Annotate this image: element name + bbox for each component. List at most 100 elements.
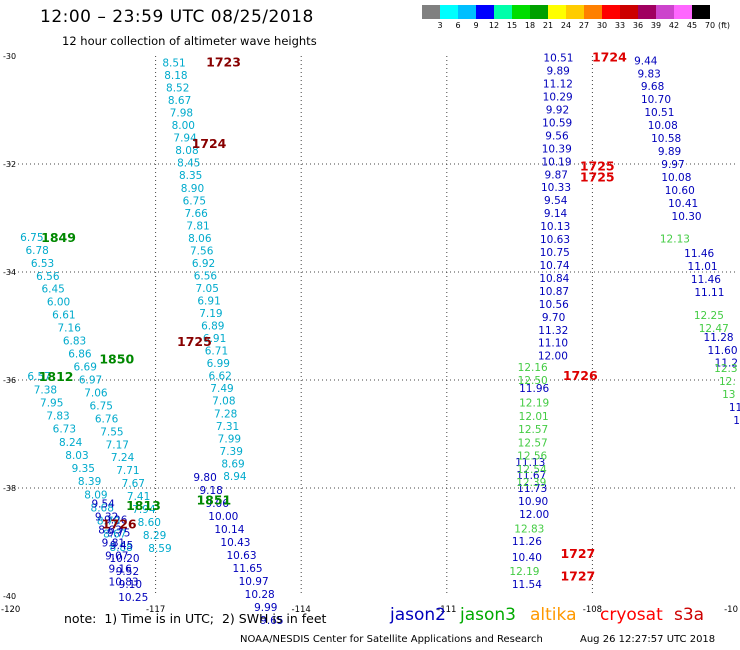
scale-label: 30 — [596, 21, 608, 30]
track-time-label: 1849 — [41, 230, 76, 245]
wave-height-value: 6.92 — [192, 258, 215, 270]
legend-s3a: s3a — [674, 605, 705, 625]
wave-height-value: 11.54 — [512, 579, 542, 591]
wave-height-value: 9.16 — [108, 563, 132, 575]
wave-height-value: 8.29 — [143, 530, 166, 542]
scale-label: 15 — [506, 21, 518, 30]
wave-height-value: 10.28 — [245, 589, 275, 601]
wave-height-value: 8.68 — [91, 502, 114, 514]
wave-height-value: 13 — [722, 389, 735, 401]
wave-height-value: 8.88 — [109, 542, 132, 554]
footer: NOAA/NESDIS Center for Satellite Applica… — [240, 634, 740, 645]
wave-height-value: 9.35 — [72, 463, 95, 475]
wave-height-value: 9.81 — [102, 538, 125, 550]
scale-swatch — [638, 5, 656, 19]
wave-height-value: 9.07 — [105, 551, 128, 563]
units-note: note: 1) Time is in UTC; 2) SWH is in fe… — [64, 611, 327, 626]
scale-label: 18 — [524, 21, 536, 30]
lat-tick-label: -30 — [3, 52, 16, 61]
scale-label: 6 — [455, 21, 461, 30]
wave-height-value: 9.89 — [658, 146, 681, 158]
scale-swatch — [476, 5, 494, 19]
scale-swatch — [422, 5, 440, 19]
wave-height-value: 9.52 — [116, 566, 139, 578]
wave-height-value: 10.74 — [540, 260, 570, 272]
wave-height-value: 11.13 — [515, 457, 545, 469]
scale-label: 39 — [650, 21, 662, 30]
wave-height-value: 9.26 — [104, 514, 128, 526]
wave-height-value: 11.73 — [517, 483, 547, 495]
wave-height-value: 11.67 — [516, 470, 546, 482]
wave-height-value: 9.99 — [254, 602, 277, 614]
wave-height-value: 9.56 — [545, 130, 569, 142]
wave-height-value: 7.94 — [173, 133, 197, 145]
scale-swatch — [566, 5, 584, 19]
wave-height-value: 9.32 — [95, 512, 118, 524]
wave-height-value: 7.55 — [100, 426, 123, 438]
wave-height-value: 6.57 — [27, 371, 50, 383]
scale-label: 9 — [473, 21, 479, 30]
wave-height-value: 7.67 — [122, 478, 145, 490]
wave-height-value: 12.13 — [660, 234, 690, 246]
color-scale-bar — [422, 5, 710, 19]
wave-height-value: 10.33 — [541, 182, 571, 194]
wave-height-value: 10.83 — [109, 576, 139, 588]
lon-tick-label: -10 — [724, 605, 738, 615]
lat-tick-label: -36 — [3, 376, 16, 385]
wave-height-value: 8.45 — [177, 158, 200, 170]
wave-height-value: 7.28 — [214, 408, 237, 420]
wave-height-value: 12.00 — [538, 351, 568, 363]
wave-height-value: 8.59 — [148, 543, 171, 555]
wave-height-value: 10.08 — [648, 120, 678, 132]
wave-height-value: 11.2 — [715, 358, 738, 370]
track-time-label: 1724 — [592, 50, 627, 65]
wave-height-value: 7.81 — [186, 220, 209, 232]
wave-height-value: 10.58 — [651, 133, 681, 145]
wave-height-value: 9.97 — [661, 159, 684, 171]
wave-height-value: 6.83 — [63, 336, 86, 348]
wave-height-value: 10.60 — [665, 185, 695, 197]
wave-height-value: 8.94 — [223, 471, 247, 483]
credit-text: NOAA/NESDIS Center for Satellite Applica… — [240, 634, 543, 645]
track-time-label: 1725 — [580, 159, 615, 174]
wave-height-value: 10.87 — [539, 286, 569, 298]
wave-height-value: 12.19 — [509, 566, 539, 578]
track-time-label: 1726 — [563, 368, 598, 383]
lat-tick-label: -34 — [3, 268, 16, 277]
track-time-label: 1725 — [177, 334, 212, 349]
scale-label: 12 — [488, 21, 500, 30]
wave-height-value: 8.00 — [172, 120, 195, 132]
wave-height-value: 12.19 — [519, 398, 549, 410]
wave-height-value: 9.10 — [119, 579, 142, 591]
wave-height-value: 7.71 — [116, 465, 139, 477]
scale-swatch — [494, 5, 512, 19]
wave-height-value: 9.45 — [110, 540, 133, 552]
wave-height-value: 11.60 — [707, 345, 737, 357]
wave-height-value: 9.68 — [641, 81, 664, 93]
track-time-label: 1850 — [99, 351, 134, 366]
wave-height-value: 10.39 — [542, 143, 572, 155]
wave-height-value: 7.95 — [40, 397, 63, 409]
wave-height-value: 12.00 — [519, 509, 549, 521]
track-time-label: 1812 — [39, 369, 74, 384]
wave-height-value: 10.63 — [540, 234, 570, 246]
wave-height-value: 12.3 — [714, 363, 737, 375]
wave-height-value: 6.45 — [41, 284, 64, 296]
wave-height-value: 8.52 — [166, 83, 189, 95]
track-time-label: 1851 — [196, 492, 231, 507]
wave-height-value: 11.96 — [519, 383, 549, 395]
wave-height-value: 9.06 — [206, 498, 230, 510]
map-title: 12:00 – 23:59 UTC 08/25/2018 — [40, 7, 314, 27]
wave-height-value: 7.98 — [170, 108, 193, 120]
legend-altika: altika — [530, 605, 577, 625]
wave-height-value: 11.46 — [684, 248, 714, 260]
wave-height-value: 7.49 — [210, 383, 233, 395]
wave-height-value: 6.73 — [53, 424, 76, 436]
wave-height-value: 8.70 — [97, 516, 120, 528]
wave-height-value: 7.24 — [111, 452, 135, 464]
track-time-label: 1725 — [580, 170, 615, 185]
wave-height-value: 7.19 — [199, 308, 222, 320]
wave-height-value: 9.44 — [634, 55, 658, 67]
wave-height-value: 10.08 — [661, 172, 691, 184]
track-time-label: 1726 — [102, 517, 137, 532]
